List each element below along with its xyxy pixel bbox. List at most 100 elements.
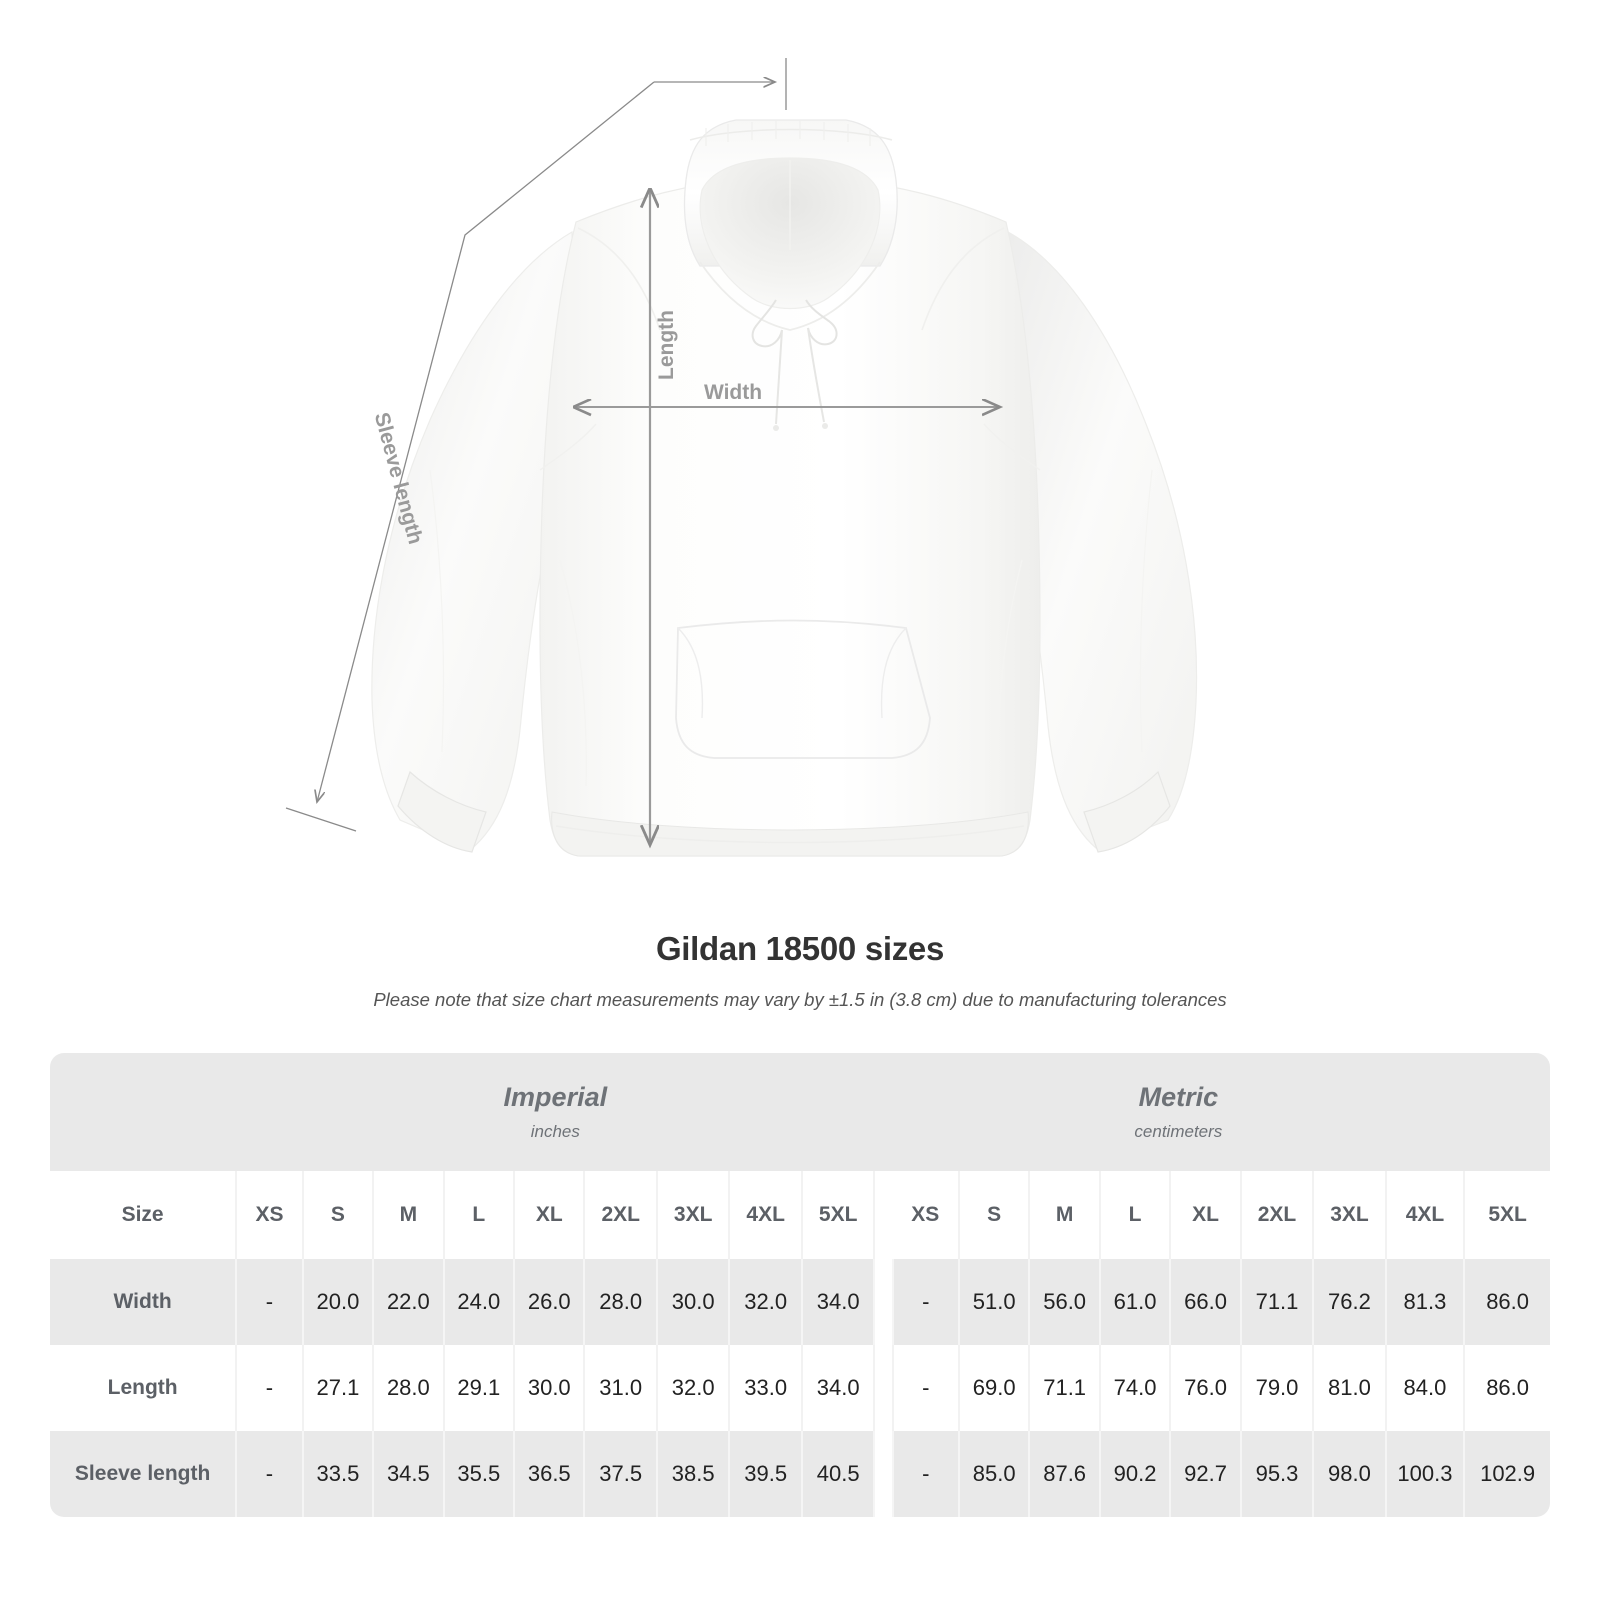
cell-length-imperial-xs: - xyxy=(236,1345,304,1431)
cell-length-imperial-s: 27.1 xyxy=(302,1345,375,1431)
cell-length-metric-xs: - xyxy=(892,1345,960,1431)
cell-length-imperial-xl: 30.0 xyxy=(514,1345,586,1431)
size-header-metric-xs: XS xyxy=(892,1171,960,1259)
cell-width-metric-2xl: 71.1 xyxy=(1240,1259,1315,1345)
cell-width-imperial-2xl: 28.0 xyxy=(584,1259,658,1345)
cell-width-metric-4xl: 81.3 xyxy=(1385,1259,1466,1345)
table-row: Width - 20.0 22.0 24.0 26.0 28.0 30.0 32… xyxy=(50,1259,1550,1345)
cell-width-metric-xl: 66.0 xyxy=(1170,1259,1242,1345)
cell-sleeve-metric-m: 87.6 xyxy=(1029,1431,1101,1517)
size-table: Imperial inches Metric centimeters Size … xyxy=(50,1053,1550,1517)
size-header-metric-5xl: 5XL xyxy=(1464,1171,1550,1259)
cell-sleeve-imperial-l: 35.5 xyxy=(443,1431,516,1517)
cell-sleeve-metric-l: 90.2 xyxy=(1099,1431,1172,1517)
unit-banner-row: Imperial inches Metric centimeters xyxy=(50,1053,1550,1171)
sleeve-length-annotation xyxy=(285,58,787,832)
unit-name-imperial: Imperial xyxy=(503,1082,608,1113)
cell-length-imperial-l: 29.1 xyxy=(443,1345,516,1431)
cell-sleeve-metric-s: 85.0 xyxy=(958,1431,1031,1517)
size-header-imperial-4xl: 4XL xyxy=(729,1171,803,1259)
cell-width-metric-3xl: 76.2 xyxy=(1313,1259,1387,1345)
size-header-metric-2xl: 2XL xyxy=(1240,1171,1315,1259)
width-label: Width xyxy=(704,381,762,404)
sleeve-bottom-tick xyxy=(285,807,357,832)
cell-sleeve-metric-xl: 92.7 xyxy=(1170,1431,1242,1517)
size-header-imperial-xl: XL xyxy=(514,1171,586,1259)
cell-sleeve-metric-4xl: 100.3 xyxy=(1385,1431,1466,1517)
size-header-metric-3xl: 3XL xyxy=(1313,1171,1387,1259)
cell-width-metric-5xl: 86.0 xyxy=(1464,1259,1550,1345)
section-divider xyxy=(874,1171,892,1259)
cell-width-metric-m: 56.0 xyxy=(1029,1259,1101,1345)
size-header-label: Size xyxy=(50,1171,238,1259)
row-label-length: Length xyxy=(50,1345,238,1431)
cell-sleeve-metric-2xl: 95.3 xyxy=(1240,1431,1315,1517)
section-divider xyxy=(874,1431,894,1517)
length-label: Length xyxy=(655,310,678,380)
size-header-imperial-l: L xyxy=(443,1171,516,1259)
cell-sleeve-imperial-m: 34.5 xyxy=(373,1431,445,1517)
size-header-row: Size XS S M L XL 2XL 3XL 4XL 5XL XS S M … xyxy=(50,1171,1550,1259)
cell-width-imperial-xl: 26.0 xyxy=(514,1259,586,1345)
unit-sub-imperial: inches xyxy=(530,1122,580,1142)
cell-length-imperial-m: 28.0 xyxy=(373,1345,445,1431)
cell-length-imperial-3xl: 32.0 xyxy=(656,1345,731,1431)
size-header-imperial-2xl: 2XL xyxy=(584,1171,658,1259)
cell-width-imperial-l: 24.0 xyxy=(443,1259,516,1345)
size-header-imperial-s: S xyxy=(302,1171,375,1259)
size-table-wrapper: Imperial inches Metric centimeters Size … xyxy=(50,1053,1550,1517)
cell-width-imperial-5xl: 34.0 xyxy=(801,1259,876,1345)
cell-sleeve-imperial-4xl: 39.5 xyxy=(729,1431,803,1517)
unit-banner-spacer-right xyxy=(1464,1053,1550,1171)
cell-width-metric-s: 51.0 xyxy=(958,1259,1031,1345)
cell-length-imperial-2xl: 31.0 xyxy=(584,1345,658,1431)
size-header-imperial-xs: XS xyxy=(236,1171,304,1259)
cell-sleeve-metric-3xl: 98.0 xyxy=(1313,1431,1387,1517)
cell-length-metric-m: 71.1 xyxy=(1029,1345,1101,1431)
row-label-sleeve-length: Sleeve length xyxy=(50,1431,238,1517)
unit-name-metric: Metric xyxy=(1138,1082,1219,1113)
cell-length-metric-4xl: 84.0 xyxy=(1385,1345,1466,1431)
cell-sleeve-metric-xs: - xyxy=(892,1431,960,1517)
size-header-imperial-5xl: 5XL xyxy=(801,1171,876,1259)
section-divider xyxy=(874,1345,894,1431)
page-title: Gildan 18500 sizes xyxy=(655,930,945,967)
cell-width-metric-xs: - xyxy=(892,1259,960,1345)
size-header-metric-s: S xyxy=(958,1171,1031,1259)
cell-sleeve-imperial-xs: - xyxy=(236,1431,304,1517)
cell-length-metric-5xl: 86.0 xyxy=(1464,1345,1550,1431)
cell-sleeve-imperial-s: 33.5 xyxy=(302,1431,375,1517)
cell-width-imperial-3xl: 30.0 xyxy=(656,1259,731,1345)
unit-sub-metric: centimeters xyxy=(1134,1122,1223,1142)
unit-cell-metric: Metric centimeters xyxy=(892,1053,1465,1171)
unit-cell-imperial: Imperial inches xyxy=(236,1053,875,1171)
cell-sleeve-imperial-xl: 36.5 xyxy=(514,1431,586,1517)
cell-width-metric-l: 61.0 xyxy=(1099,1259,1172,1345)
cell-length-metric-l: 74.0 xyxy=(1099,1345,1172,1431)
size-header-metric-4xl: 4XL xyxy=(1385,1171,1466,1259)
sleeve-diagonal-line xyxy=(317,81,655,802)
section-divider xyxy=(874,1259,894,1345)
unit-banner-spacer xyxy=(50,1053,237,1171)
size-header-metric-m: M xyxy=(1029,1171,1101,1259)
cell-sleeve-imperial-2xl: 37.5 xyxy=(584,1431,658,1517)
hoodie-illustration: Length Width Sleeve length xyxy=(285,58,1198,857)
tolerance-note: Please note that size chart measurements… xyxy=(373,988,1227,1010)
hoodie-artwork xyxy=(371,119,1198,857)
cell-length-metric-s: 69.0 xyxy=(958,1345,1031,1431)
table-row: Sleeve length - 33.5 34.5 35.5 36.5 37.5… xyxy=(50,1431,1550,1517)
size-header-imperial-3xl: 3XL xyxy=(656,1171,731,1259)
cell-width-imperial-s: 20.0 xyxy=(302,1259,375,1345)
row-label-width: Width xyxy=(50,1259,238,1345)
unit-banner-gap xyxy=(874,1053,893,1171)
cell-width-imperial-xs: - xyxy=(236,1259,304,1345)
cell-width-imperial-m: 22.0 xyxy=(373,1259,445,1345)
heading-block: Gildan 18500 sizes Please note that size… xyxy=(0,905,1600,1011)
cell-length-metric-3xl: 81.0 xyxy=(1313,1345,1387,1431)
cell-sleeve-imperial-3xl: 38.5 xyxy=(656,1431,731,1517)
cell-length-metric-xl: 76.0 xyxy=(1170,1345,1242,1431)
cell-sleeve-imperial-5xl: 40.5 xyxy=(801,1431,876,1517)
cell-length-imperial-4xl: 33.0 xyxy=(729,1345,803,1431)
size-header-imperial-m: M xyxy=(373,1171,445,1259)
